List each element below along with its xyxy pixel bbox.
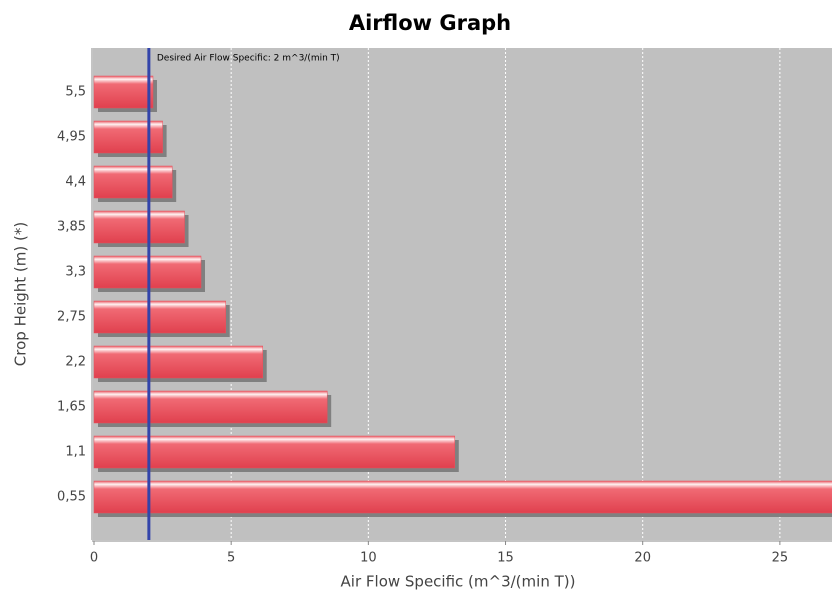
x-tick-label: 25 [772,551,789,566]
x-axis-label: Air Flow Specific (m^3/(min T)) [341,573,576,591]
y-tick-label: 3,85 [57,220,86,235]
y-tick-label: 2,75 [57,310,86,325]
y-tick-label: 0,55 [57,490,86,505]
y-tick-label: 3,3 [65,265,86,280]
y-axis-label: Crop Height (m) (*) [12,222,30,366]
bar [93,300,226,334]
y-tick-label: 4,95 [57,130,86,145]
marker-label: Desired Air Flow Specific: 2 m^3/(min T) [157,54,340,64]
x-tick-label: 15 [497,551,514,566]
bar [93,480,832,514]
y-tick-label: 4,4 [65,175,86,190]
bar [93,210,185,244]
x-tick-label: 10 [360,551,377,566]
bar [93,435,456,469]
bar [93,345,263,379]
x-tick-label: 20 [634,551,651,566]
y-tick-label: 2,2 [65,355,86,370]
y-tick-label: 1,65 [57,400,86,415]
bar [93,390,328,424]
bar [93,75,154,109]
plot: Desired Air Flow Specific: 2 m^3/(min T) [93,48,832,540]
x-tick-label: 0 [90,551,98,566]
bar [93,120,163,154]
y-tick-label: 1,1 [65,445,86,460]
y-tick-label: 5,5 [65,85,86,100]
chart-title: Airflow Graph [349,11,511,35]
bar [93,165,173,199]
x-tick-label: 5 [227,551,235,566]
